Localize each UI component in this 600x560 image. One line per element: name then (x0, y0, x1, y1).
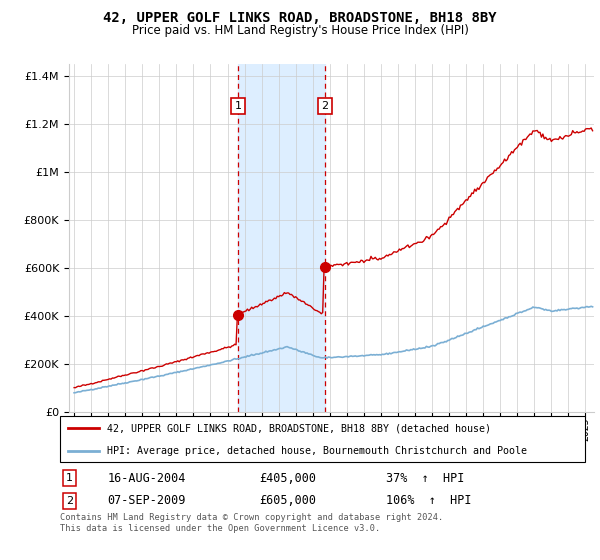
Text: 42, UPPER GOLF LINKS ROAD, BROADSTONE, BH18 8BY: 42, UPPER GOLF LINKS ROAD, BROADSTONE, B… (103, 11, 497, 25)
Text: 1: 1 (235, 101, 242, 111)
Text: £405,000: £405,000 (260, 472, 317, 485)
Text: Price paid vs. HM Land Registry's House Price Index (HPI): Price paid vs. HM Land Registry's House … (131, 24, 469, 36)
Text: 37%  ↑  HPI: 37% ↑ HPI (386, 472, 464, 485)
FancyBboxPatch shape (60, 416, 585, 462)
Text: £605,000: £605,000 (260, 494, 317, 507)
Text: 42, UPPER GOLF LINKS ROAD, BROADSTONE, BH18 8BY (detached house): 42, UPPER GOLF LINKS ROAD, BROADSTONE, B… (107, 423, 491, 433)
Bar (238, 64, 325, 412)
Text: 2: 2 (66, 496, 73, 506)
Text: 07-SEP-2009: 07-SEP-2009 (107, 494, 185, 507)
Text: 1: 1 (66, 473, 73, 483)
Text: 16-AUG-2004: 16-AUG-2004 (107, 472, 185, 485)
Text: 106%  ↑  HPI: 106% ↑ HPI (386, 494, 471, 507)
Text: Contains HM Land Registry data © Crown copyright and database right 2024.
This d: Contains HM Land Registry data © Crown c… (60, 514, 443, 533)
Text: HPI: Average price, detached house, Bournemouth Christchurch and Poole: HPI: Average price, detached house, Bour… (107, 446, 527, 455)
Text: 2: 2 (321, 101, 328, 111)
